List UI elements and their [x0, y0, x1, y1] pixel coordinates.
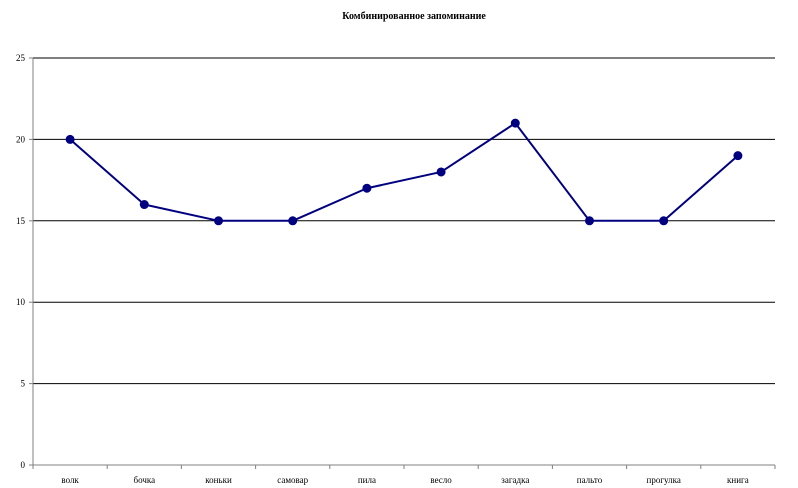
x-tick-label: весло [430, 475, 452, 485]
x-tick-label: самовар [277, 475, 308, 485]
y-tick-label: 5 [21, 379, 26, 389]
x-tick-labels: волк бочка коньки самовар пила весло загадка па… [61, 475, 748, 485]
axes [29, 57, 776, 469]
data-point [510, 118, 520, 128]
data-series [65, 118, 743, 226]
data-point [659, 216, 669, 226]
chart-title: Комбинированное запоминание [342, 11, 486, 22]
y-tick-label: 10 [16, 297, 26, 307]
y-tick-label: 0 [21, 460, 26, 470]
x-tick-label: книга [727, 475, 749, 485]
y-tick-labels: 0 5 10 15 20 25 [16, 53, 26, 470]
data-point [585, 216, 594, 226]
x-tick-label: пила [358, 475, 376, 485]
data-point [288, 216, 298, 226]
y-tick-label: 20 [16, 134, 26, 144]
data-point [214, 216, 223, 226]
data-point [362, 183, 372, 193]
x-tick-label: волк [61, 475, 79, 485]
x-tick-label: загадка [501, 475, 529, 485]
x-tick-label: прогулка [647, 475, 681, 485]
y-tick-label: 15 [16, 216, 26, 226]
grid-lines [33, 57, 775, 385]
series-line [69, 122, 739, 222]
x-tick-label: пальто [577, 475, 603, 485]
x-tick-label: бочка [133, 475, 155, 485]
data-point [733, 151, 743, 161]
y-tick-label: 25 [16, 53, 26, 63]
data-point [436, 167, 446, 177]
data-point [139, 200, 149, 210]
x-tick-label: коньки [205, 475, 232, 485]
data-point [65, 134, 75, 144]
